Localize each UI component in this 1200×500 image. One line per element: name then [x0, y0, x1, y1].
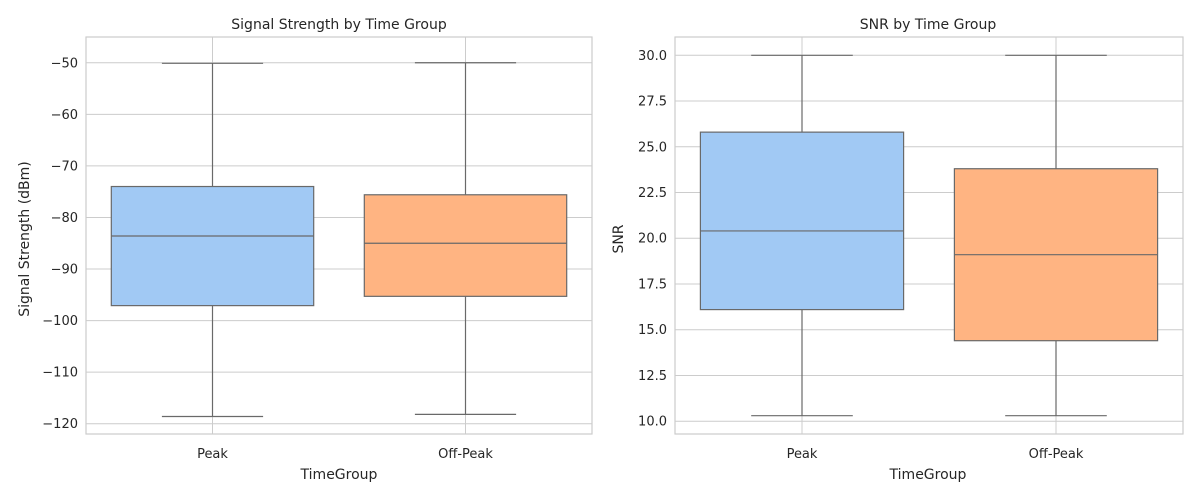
y-tick-label: −90 [51, 263, 78, 278]
y-tick-label: −100 [42, 314, 78, 329]
y-tick-label: −80 [51, 211, 78, 226]
x-tick-label: Off-Peak [1029, 447, 1084, 462]
x-tick-label: Peak [787, 447, 818, 462]
x-tick-label: Off-Peak [438, 447, 493, 462]
box-off-peak [363, 62, 568, 416]
y-tick-label: −50 [51, 56, 78, 71]
box-peak [110, 62, 315, 418]
y-tick-label: −120 [42, 417, 78, 432]
y-tick-label: 27.5 [638, 95, 667, 110]
y-tick-label: −60 [51, 108, 78, 123]
box-peak [699, 54, 905, 417]
y-tick-label: −70 [51, 159, 78, 174]
y-tick-label: 10.0 [638, 415, 667, 430]
chart-snr: SNR by Time Group SNR TimeGroup 10.0 12.5… [611, 17, 1184, 483]
y-axis-title: Signal Strength (dBm) [17, 161, 33, 317]
chart-title: Signal Strength by Time Group [231, 17, 447, 33]
y-axis-title: SNR [611, 224, 627, 253]
x-tick-label: Peak [197, 447, 228, 462]
chart-title: SNR by Time Group [860, 17, 997, 33]
x-axis-title: TimeGroup [889, 467, 967, 483]
y-tick-label: 17.5 [638, 277, 667, 292]
y-tick-label: 20.0 [638, 232, 667, 247]
y-tick-label: −110 [42, 366, 78, 381]
box-off-peak [953, 54, 1159, 417]
plot-frame [85, 36, 593, 435]
chart-signal-strength: Signal Strength by Time Group Signal Str… [17, 17, 593, 483]
y-tick-label: 30.0 [638, 49, 667, 64]
plot-frame [674, 36, 1184, 435]
y-tick-label: 12.5 [638, 369, 667, 384]
iqr-box [110, 185, 315, 307]
iqr-box [363, 194, 568, 297]
y-tick-label: 22.5 [638, 186, 667, 201]
x-axis-title: TimeGroup [300, 467, 378, 483]
y-tick-label: 15.0 [638, 323, 667, 338]
iqr-box [699, 131, 905, 311]
y-tick-label: 25.0 [638, 140, 667, 155]
